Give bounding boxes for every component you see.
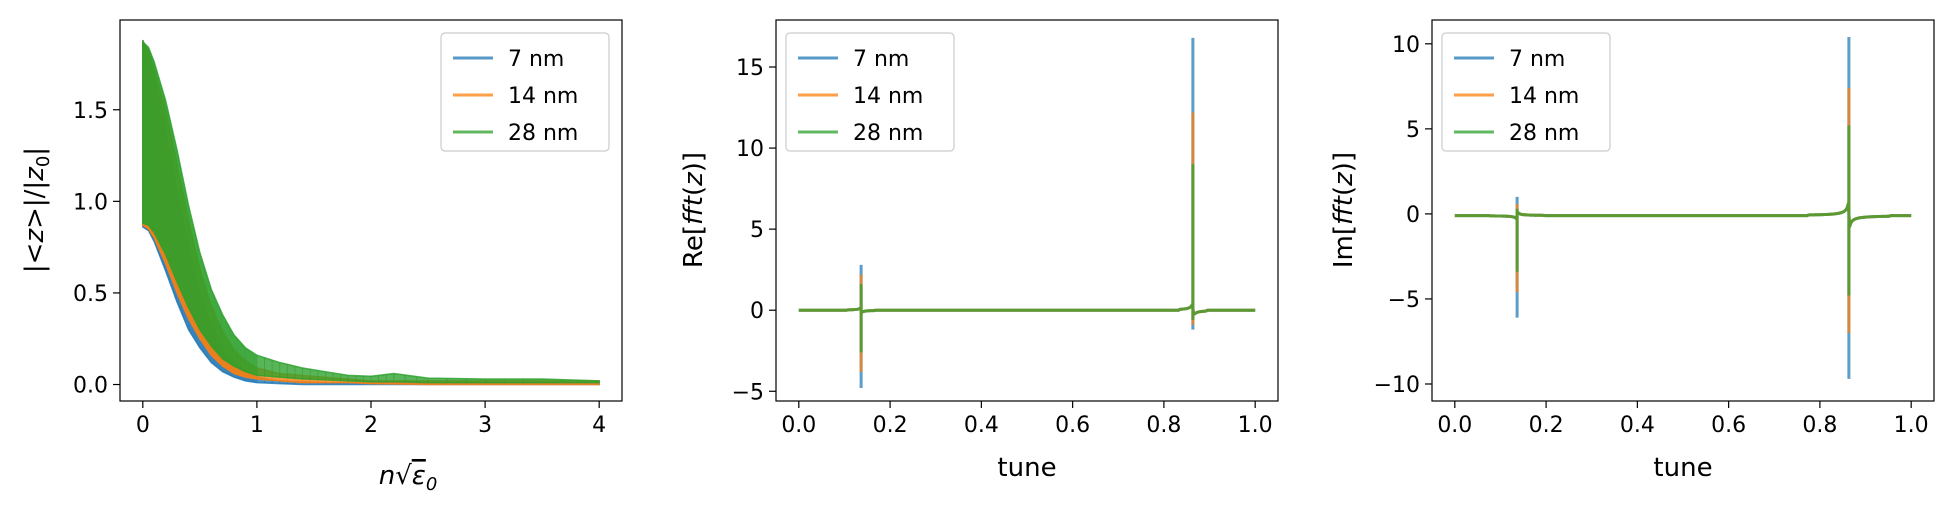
p1-legend-box xyxy=(785,32,955,152)
p0-series-group xyxy=(142,39,600,386)
p1-ytick-label: 10 xyxy=(736,137,764,162)
p0-xlabel: n√ε0 xyxy=(379,461,438,495)
p2-legend-label-0: 7 nm xyxy=(1509,47,1565,72)
p0-ytick-label: 1.5 xyxy=(73,99,108,124)
p2-xtick-label: 0.8 xyxy=(1802,413,1837,438)
p0-xtick-label: 1 xyxy=(250,413,264,438)
p2-ytick-label: 0 xyxy=(1406,203,1420,228)
p1-xtick-label: 1.0 xyxy=(1238,413,1273,438)
p2-xlabel: tune xyxy=(1653,453,1712,483)
p2-legend-label-1: 14 nm xyxy=(1509,84,1579,109)
p0-xtick-label: 3 xyxy=(478,413,492,438)
p1-xtick-label: 0.4 xyxy=(964,413,999,438)
p0-xtick-label: 4 xyxy=(592,413,606,438)
p1-ylabel: Re[fft(z)] xyxy=(679,152,709,268)
p1-series-2-line xyxy=(798,164,1256,353)
p1-axes-frame xyxy=(775,19,1279,402)
panel-amplitude-decay: 0 1 2 3 4 0.0 0.5 1.0 1.5 n√ε0 |<z>|/|z0| 7 nm 14… xyxy=(20,19,623,495)
p2-legend-box xyxy=(1441,32,1611,152)
p2-xtick-label: 1.0 xyxy=(1894,413,1929,438)
p2-ytick-label: −5 xyxy=(1388,288,1420,313)
p0-legend-label-2: 28 nm xyxy=(508,121,578,146)
p0-series-2-osc xyxy=(142,42,581,383)
p1-xtick-label: 0.8 xyxy=(1146,413,1181,438)
p1-ticks: 0.0 0.2 0.4 0.6 0.8 1.0 −5 0 5 10 15 xyxy=(732,56,1273,438)
p0-ticks: 0 1 2 3 4 0.0 0.5 1.0 1.5 xyxy=(73,99,606,438)
p2-series-2-line xyxy=(1454,125,1912,296)
p2-ytick-label: 10 xyxy=(1392,33,1420,58)
p1-ytick-label: 15 xyxy=(736,56,764,81)
p1-xlabel: tune xyxy=(997,453,1056,483)
p1-ytick-label: −5 xyxy=(732,380,764,405)
p0-xtick-label: 2 xyxy=(364,413,378,438)
p0-legend: 7 nm 14 nm 28 nm xyxy=(440,32,610,152)
p1-series-group xyxy=(798,37,1256,389)
p1-legend: 7 nm 14 nm 28 nm xyxy=(785,32,955,152)
p1-ytick-label: 5 xyxy=(750,218,764,243)
p2-legend-label-2: 28 nm xyxy=(1509,121,1579,146)
p2-axes-frame xyxy=(1431,19,1935,402)
panel-imag-fft: 0.0 0.2 0.4 0.6 0.8 1.0 −10 −5 0 5 10 tune Im[fft(… xyxy=(1329,19,1935,483)
p0-xtick-label: 0 xyxy=(136,413,150,438)
p0-legend-label-0: 7 nm xyxy=(508,47,564,72)
p2-ytick-label: −10 xyxy=(1374,373,1420,398)
p2-ylabel: Im[fft(z)] xyxy=(1329,152,1359,268)
p2-xtick-label: 0.0 xyxy=(1437,413,1472,438)
p2-xtick-label: 0.6 xyxy=(1711,413,1746,438)
p0-series-clip xyxy=(142,39,600,386)
p0-ytick-label: 0.5 xyxy=(73,282,108,307)
p1-xtick-label: 0.0 xyxy=(781,413,816,438)
p1-ytick-label: 0 xyxy=(750,299,764,324)
p0-ytick-label: 0.0 xyxy=(73,374,108,399)
p0-legend-box xyxy=(440,32,610,152)
p2-xtick-label: 0.4 xyxy=(1620,413,1655,438)
p1-legend-label-2: 28 nm xyxy=(853,121,923,146)
p2-legend: 7 nm 14 nm 28 nm xyxy=(1441,32,1611,152)
p1-xtick-label: 0.2 xyxy=(873,413,908,438)
p2-xtick-label: 0.2 xyxy=(1529,413,1564,438)
p2-series-group xyxy=(1454,37,1912,379)
panel-real-fft: 0.0 0.2 0.4 0.6 0.8 1.0 −5 0 5 10 15 tune Re[fft(z… xyxy=(679,19,1279,483)
p0-legend-label-1: 14 nm xyxy=(508,84,578,109)
p1-xtick-label: 0.6 xyxy=(1055,413,1090,438)
p2-ytick-label: 5 xyxy=(1406,118,1420,143)
p1-legend-label-1: 14 nm xyxy=(853,84,923,109)
p1-legend-label-0: 7 nm xyxy=(853,47,909,72)
p0-ylabel: |<z>|/|z0| xyxy=(20,147,54,273)
p2-ticks: 0.0 0.2 0.4 0.6 0.8 1.0 −10 −5 0 5 10 xyxy=(1374,33,1929,438)
p0-ytick-label: 1.0 xyxy=(73,190,108,215)
